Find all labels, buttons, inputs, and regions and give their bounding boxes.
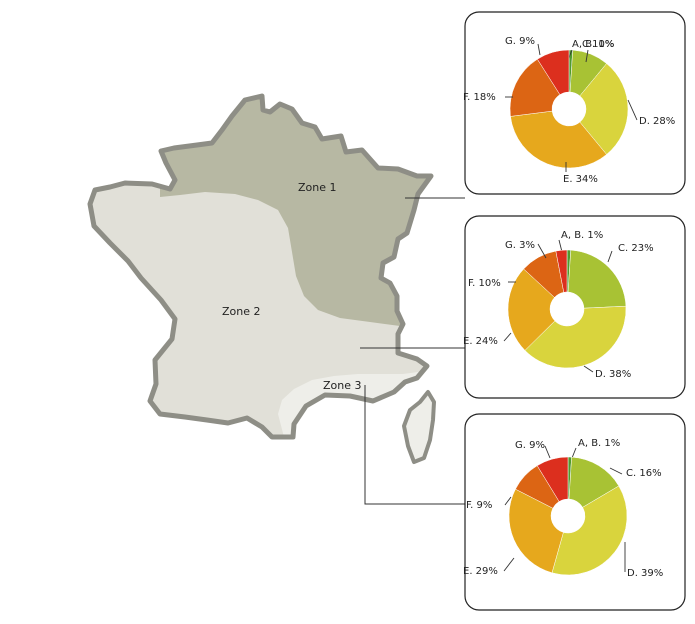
slice-d [579,63,629,155]
zone2-chart-panel [464,215,686,399]
slice-label: C. 23% [618,243,654,254]
zone-connectors [360,197,465,505]
slice-label: C 10% [582,39,614,50]
slice-e [507,268,556,351]
slice-label: F. 9% [466,500,492,511]
slice-e [508,488,564,574]
donut-chart-1: A, B. 1%C 10% D. 28% E. 34% F. 18% G. 9% [463,36,675,185]
slice-label: E. 34% [563,174,598,185]
slice-label: A, B. 1% [578,438,620,449]
leader-line [503,332,512,342]
zone3-connector [364,385,465,505]
slice-g [555,249,568,293]
slice-e [510,110,607,169]
slice-label: A, B. 1% [572,39,614,50]
slice-label: D. 28% [639,116,675,127]
slice-g [537,49,570,95]
leader-line [558,239,563,253]
donut-chart-2: A, B. 1% C. 23% D. 38% E. 24% F. 10% G. 3% [463,230,654,380]
slice-label: G. 9% [505,36,535,47]
leader-line [503,557,515,572]
slice-label: F. 18% [463,92,496,103]
slice-g [536,456,569,502]
france-map: Zone 1 Zone 2 Zone 3 [87,93,436,464]
leader-line [504,496,512,506]
slice-label: D. 38% [595,369,631,380]
leader-line [607,250,613,263]
leader-line [583,365,594,373]
leader-line [571,447,577,459]
slice-label: G. 3% [505,240,535,251]
zone3-label: Zone 3 [323,379,362,392]
slice-label: A, B. 1% [561,230,603,241]
zone1-chart-panel [464,11,686,195]
leader-line [537,43,541,56]
zone2-label: Zone 2 [222,305,261,318]
donut-chart-3: A, B. 1% C. 16% D. 39% E. 29% F. 9% G. 9% [463,438,663,579]
leader-line [537,243,547,259]
leader-line [609,467,623,475]
slice-label: D. 39% [627,568,663,579]
slice-d [524,305,627,369]
france-outline [87,93,434,440]
slice-label: C. 16% [626,468,662,479]
corsica [402,390,436,464]
leader-line [585,49,589,63]
donut-charts: A, B. 1%C 10%D. 28%E. 34%F. 18%G. 9%A, B… [463,36,675,579]
zone1-label: Zone 1 [298,181,337,194]
slice-label: G. 9% [515,440,545,451]
zone3-chart-panel [464,413,686,611]
slice-f [509,58,561,117]
slice-label: E. 24% [463,336,498,347]
slice-label: F. 10% [468,278,501,289]
slice-d [551,485,628,576]
slice-label: E. 29% [463,566,498,577]
slice-c [567,249,627,309]
leader-line [627,99,638,121]
leader-line [544,445,551,459]
